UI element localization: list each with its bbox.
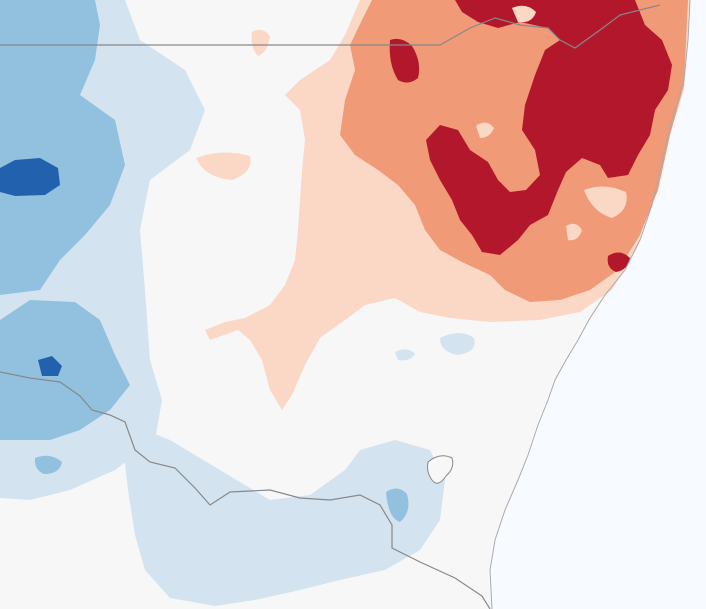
light-patch-inside-red [512,5,536,23]
state-border-south [0,371,491,609]
rain-anomaly-medium-blue-south-spot [34,455,62,474]
light-patch-inside-red [584,186,627,218]
lake-outline [427,455,454,484]
rain-anomaly-dark-red-coast [607,252,630,272]
light-patch-inside-red [476,122,494,138]
rain-anomaly-light-blue-south [120,420,445,606]
light-patch-inside-red [566,223,582,241]
rain-anomaly-light-blue-patch [395,349,415,361]
state-border-north [0,4,661,49]
rain-anomaly-dark-blue-west [38,356,62,376]
rain-anomaly-medium-blue-west [0,300,130,440]
rain-anomaly-light-red-patch [251,29,270,56]
rain-anomaly-medium-blue-south [386,488,409,522]
rain-anomaly-medium-blue-northwest [0,0,125,295]
rain-anomaly-light-red-patch [196,152,251,180]
rain-anomaly-dark-red-northeast [426,0,672,255]
rain-anomaly-light-blue-patch [440,333,475,355]
coastline-east [489,0,691,609]
rain-anomaly-dark-red-patch [389,38,420,83]
rain-anomaly-dark-blue-northwest [0,158,60,196]
